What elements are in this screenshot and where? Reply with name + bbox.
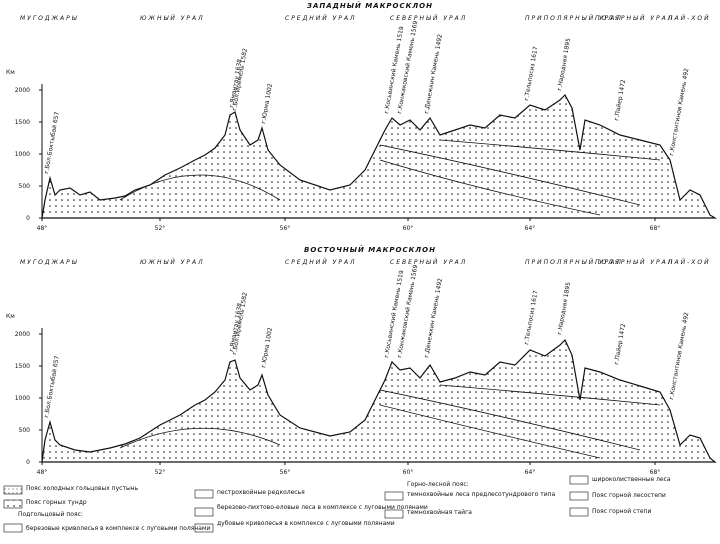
- legend-label: Пояс горных тундр: [26, 499, 87, 506]
- x-tick-label: 52°: [155, 225, 166, 232]
- y-tick-label: 0: [26, 459, 30, 466]
- peak-label: г.Юрма 1002: [260, 83, 274, 125]
- panel-title: ВОСТОЧНЫЙ МАКРОСКЛОН: [304, 245, 436, 254]
- region-label: МУГОДЖАРЫ: [20, 15, 79, 22]
- peak-label: г.Бол.Боктыбай 657: [43, 111, 61, 174]
- legend-label: темнохвойные леса предлесотундрового тип…: [407, 491, 556, 498]
- region-label: ПРИПОЛЯРНЫЙ УРАЛ: [525, 259, 623, 266]
- x-tick-label: 56°: [280, 225, 291, 232]
- legend-label: Пояс холодных гольцовых пустынь: [26, 485, 139, 492]
- x-tick-label: 56°: [280, 469, 291, 476]
- region-label: СЕВЕРНЫЙ УРАЛ: [390, 15, 467, 22]
- x-tick-label: 64°: [525, 469, 536, 476]
- peak-label: г.Пайер 1472: [613, 79, 627, 122]
- region-label: ПРИПОЛЯРНЫЙ УРАЛ: [525, 15, 623, 22]
- legend-label: березово-пихтово-еловые леса в комплексе…: [217, 504, 428, 511]
- x-tick-label: 48°: [37, 225, 48, 232]
- legend-label: широколиственные леса: [592, 476, 671, 483]
- region-label: ПАЙ-ХОЙ: [668, 259, 711, 266]
- y-unit: Км: [6, 69, 15, 76]
- peak-label: г.Народная 1895: [556, 37, 572, 91]
- legend-label: пестрохвойные редколесья: [217, 489, 305, 496]
- peak-label: г.Юрма 1002: [260, 327, 274, 369]
- y-tick-label: 500: [19, 183, 31, 190]
- legend-label: темнохвойная тайга: [407, 509, 472, 516]
- x-tick-label: 68°: [650, 225, 661, 232]
- region-label: СРЕДНИЙ УРАЛ: [285, 15, 357, 22]
- y-tick-label: 1500: [15, 119, 30, 126]
- legend-label: дубовые криволесья в комплексе с луговым…: [217, 520, 395, 527]
- x-tick-label: 60°: [403, 225, 414, 232]
- legend-swatches: [3, 475, 589, 533]
- y-tick-label: 0: [26, 215, 30, 222]
- peak-label: г.Константинов Камень 492: [668, 68, 690, 157]
- peak-label: г.Тельпосиз 1617: [523, 46, 539, 102]
- region-label: ЮЖНЫЙ УРАЛ: [140, 259, 205, 266]
- region-label: ЮЖНЫЙ УРАЛ: [140, 15, 205, 22]
- bottom-profile: [41, 338, 717, 463]
- peak-label: г.Денежкин Камень 1492: [423, 34, 444, 115]
- y-tick-label: 500: [19, 427, 31, 434]
- legend-label: Горно-лесной пояс:: [407, 481, 469, 488]
- peak-label: г.Народная 1895: [556, 281, 572, 335]
- x-tick-label: 60°: [403, 469, 414, 476]
- panel-title: ЗАПАДНЫЙ МАКРОСКЛОН: [307, 1, 433, 10]
- region-label: СРЕДНИЙ УРАЛ: [285, 259, 357, 266]
- x-tick-label: 48°: [37, 469, 48, 476]
- x-tick-label: 64°: [525, 225, 536, 232]
- region-label: ПОЛЯРНЫЙ УРАЛ: [595, 259, 674, 266]
- peak-label: г.Бол.Боктыбай 657: [43, 355, 61, 418]
- x-tick-label: 52°: [155, 469, 166, 476]
- y-tick-label: 2000: [15, 331, 30, 338]
- y-tick-label: 1000: [15, 151, 30, 158]
- legend-label: березовые криволесья в комплексе с лугов…: [26, 525, 210, 532]
- peak-label: г.Денежкин Камень 1492: [423, 278, 444, 359]
- y-tick-label: 2000: [15, 87, 30, 94]
- legend-label: Подгольцовый пояс:: [18, 511, 83, 518]
- peak-label: г.Пайер 1472: [613, 323, 627, 366]
- region-label: СЕВЕРНЫЙ УРАЛ: [390, 259, 467, 266]
- region-label: МУГОДЖАРЫ: [20, 259, 79, 266]
- legend-label: Пояс горной лесостепи: [592, 492, 666, 499]
- y-tick-label: 1500: [15, 363, 30, 370]
- peak-label: г.Тельпосиз 1617: [523, 290, 539, 346]
- region-label: ПОЛЯРНЫЙ УРАЛ: [595, 15, 674, 22]
- y-unit: Км: [6, 313, 15, 320]
- peak-label: г.Константинов Камень 492: [668, 312, 690, 401]
- y-tick-label: 1000: [15, 395, 30, 402]
- top-profile: [41, 94, 718, 219]
- x-tick-label: 68°: [650, 469, 661, 476]
- legend-label: Пояс горной степи: [592, 508, 651, 515]
- region-label: ПАЙ-ХОЙ: [668, 15, 711, 22]
